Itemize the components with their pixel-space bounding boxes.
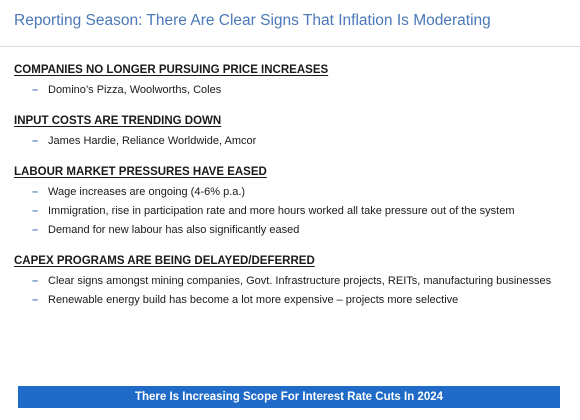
section-labour-market: LABOUR MARKET PRESSURES HAVE EASED – Wag… [14, 164, 560, 237]
bullet-dash: – [32, 224, 39, 236]
slide-content: COMPANIES NO LONGER PURSUING PRICE INCRE… [14, 62, 560, 323]
section-heading: LABOUR MARKET PRESSURES HAVE EASED [14, 166, 267, 178]
bullet-list: – James Hardie, Reliance Worldwide, Amco… [14, 135, 560, 148]
bullet-text: James Hardie, Reliance Worldwide, Amcor [48, 135, 257, 147]
section-price-increases: COMPANIES NO LONGER PURSUING PRICE INCRE… [14, 62, 560, 97]
bullet-dash: – [32, 205, 39, 217]
bullet-text: Clear signs amongst mining companies, Go… [48, 275, 552, 287]
section-capex: CAPEX PROGRAMS ARE BEING DELAYED/DEFERRE… [14, 253, 560, 307]
bullet-item: – Immigration, rise in participation rat… [14, 205, 560, 218]
slide-title: Reporting Season: There Are Clear Signs … [14, 12, 491, 29]
bullet-item: – James Hardie, Reliance Worldwide, Amco… [14, 135, 560, 148]
section-heading: INPUT COSTS ARE TRENDING DOWN [14, 115, 222, 127]
bullet-dash: – [32, 275, 39, 287]
bullet-text: Domino’s Pizza, Woolworths, Coles [48, 84, 222, 96]
bullet-dash: – [32, 294, 39, 306]
section-input-costs: INPUT COSTS ARE TRENDING DOWN – James Ha… [14, 113, 560, 148]
section-heading: CAPEX PROGRAMS ARE BEING DELAYED/DEFERRE… [14, 255, 315, 267]
bullet-list: – Clear signs amongst mining companies, … [14, 275, 560, 307]
bullet-dash: – [32, 84, 39, 96]
bullet-dash: – [32, 135, 39, 147]
bullet-text: Demand for new labour has also significa… [48, 224, 300, 236]
banner-text: There Is Increasing Scope For Interest R… [134, 391, 444, 403]
bullet-text: Wage increases are ongoing (4-6% p.a.) [48, 186, 246, 198]
bullet-dash: – [32, 186, 39, 198]
bullet-item: – Clear signs amongst mining companies, … [14, 275, 560, 288]
bullet-list: – Wage increases are ongoing (4-6% p.a.)… [14, 186, 560, 237]
conclusion-banner: There Is Increasing Scope For Interest R… [18, 386, 560, 408]
bullet-list: – Domino’s Pizza, Woolworths, Coles [14, 84, 560, 97]
bullet-item: – Demand for new labour has also signifi… [14, 224, 560, 237]
bullet-item: – Domino’s Pizza, Woolworths, Coles [14, 84, 560, 97]
title-divider [0, 46, 580, 47]
section-heading: COMPANIES NO LONGER PURSUING PRICE INCRE… [14, 64, 329, 76]
bullet-text: Immigration, rise in participation rate … [48, 205, 515, 217]
bullet-item: – Renewable energy build has become a lo… [14, 294, 560, 307]
bullet-text: Renewable energy build has become a lot … [48, 294, 459, 306]
bullet-item: – Wage increases are ongoing (4-6% p.a.) [14, 186, 560, 199]
